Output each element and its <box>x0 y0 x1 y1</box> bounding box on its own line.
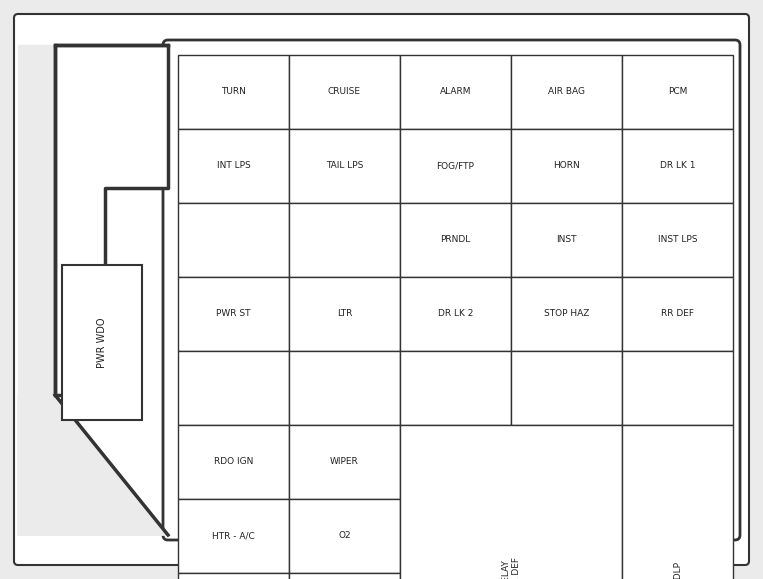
Bar <box>400 277 511 351</box>
Text: DR LK 1: DR LK 1 <box>660 162 695 170</box>
Text: LTR: LTR <box>336 310 353 318</box>
Text: STOP HAZ: STOP HAZ <box>544 310 589 318</box>
Text: PRNDL: PRNDL <box>440 236 471 244</box>
Bar <box>178 277 289 351</box>
Bar <box>289 203 400 277</box>
Text: ALARM: ALARM <box>439 87 472 97</box>
Text: DR LK 2: DR LK 2 <box>438 310 473 318</box>
Bar <box>400 55 511 129</box>
Text: PWR ST: PWR ST <box>216 310 251 318</box>
Bar <box>289 573 400 579</box>
Text: FOG/FTP: FOG/FTP <box>436 162 475 170</box>
Bar <box>62 265 142 420</box>
Text: HTR - A/C: HTR - A/C <box>212 532 255 541</box>
Bar <box>511 55 622 129</box>
Bar <box>289 55 400 129</box>
Text: RELAY
RR DEF: RELAY RR DEF <box>501 556 520 579</box>
Bar <box>400 425 622 579</box>
Bar <box>289 129 400 203</box>
Bar <box>289 499 400 573</box>
Bar <box>400 129 511 203</box>
Bar <box>622 129 733 203</box>
Polygon shape <box>18 395 168 535</box>
Text: CRUISE: CRUISE <box>328 87 361 97</box>
Text: PCM: PCM <box>668 87 687 97</box>
Text: TAIL LPS: TAIL LPS <box>326 162 363 170</box>
Bar <box>178 203 289 277</box>
Bar <box>622 55 733 129</box>
Text: INT LPS: INT LPS <box>217 162 250 170</box>
Text: INST: INST <box>556 236 577 244</box>
Bar <box>178 351 289 425</box>
Bar <box>511 277 622 351</box>
Bar <box>178 573 289 579</box>
Text: RDO IGN: RDO IGN <box>214 457 253 467</box>
Bar <box>178 499 289 573</box>
FancyBboxPatch shape <box>14 14 749 565</box>
Text: PWR WDO: PWR WDO <box>97 317 107 368</box>
Text: WIPER: WIPER <box>330 457 359 467</box>
FancyBboxPatch shape <box>163 40 740 540</box>
Text: HORN: HORN <box>553 162 580 170</box>
Text: INST LPS: INST LPS <box>658 236 697 244</box>
Bar <box>178 425 289 499</box>
Bar <box>622 203 733 277</box>
Bar <box>178 129 289 203</box>
Text: HDLP: HDLP <box>673 561 682 579</box>
Text: TURN: TURN <box>221 87 246 97</box>
Bar <box>289 351 400 425</box>
Polygon shape <box>55 45 168 395</box>
Text: RR DEF: RR DEF <box>661 310 694 318</box>
Polygon shape <box>18 395 168 535</box>
Polygon shape <box>18 45 55 395</box>
Text: O2: O2 <box>338 532 351 541</box>
Bar <box>289 277 400 351</box>
Bar <box>511 203 622 277</box>
Bar <box>400 351 511 425</box>
Bar <box>178 55 289 129</box>
Bar <box>289 425 400 499</box>
Bar <box>400 203 511 277</box>
Bar <box>511 351 622 425</box>
Bar <box>622 277 733 351</box>
Text: AIR BAG: AIR BAG <box>548 87 585 97</box>
Bar <box>622 351 733 425</box>
Bar <box>622 425 733 579</box>
Bar <box>511 129 622 203</box>
